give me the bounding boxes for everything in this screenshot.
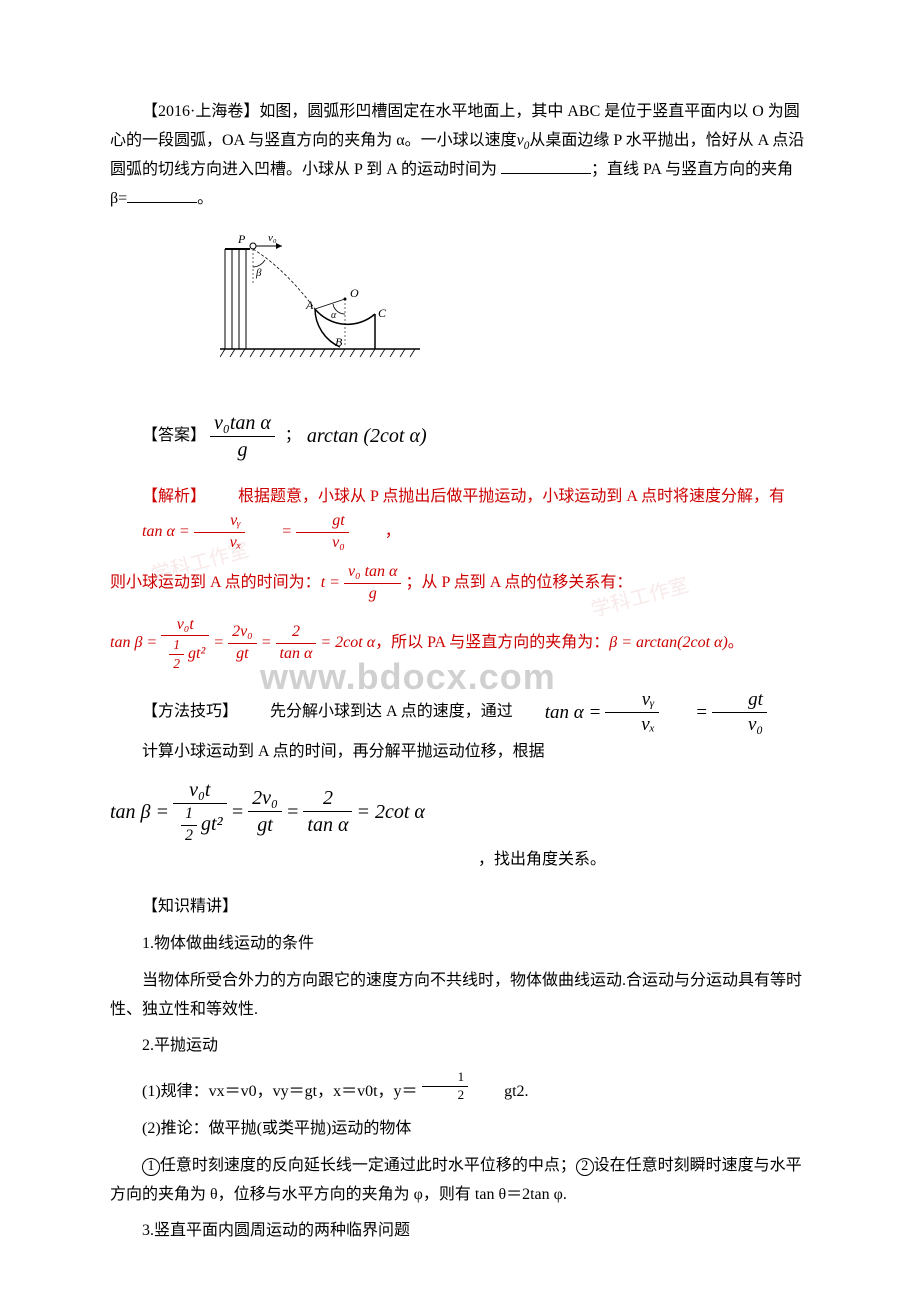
blank-2 (127, 186, 197, 203)
svg-text:v₀: v₀ (268, 232, 277, 244)
k-s2-title: 2.平抛运动 (110, 1032, 810, 1061)
svg-text:C: C (378, 306, 387, 320)
source-tag: 【2016·上海卷】 (142, 103, 259, 120)
k-s2-3: 1任意时刻速度的反向延长线一定通过此时水平位移的中点；2设在任意时刻瞬时速度与水… (110, 1152, 810, 1210)
circled-1: 1 (142, 1158, 160, 1176)
answer-sep: ； (285, 422, 301, 451)
svg-text:P: P (237, 232, 246, 246)
answer-fraction-1: v₀tan α g (210, 410, 275, 463)
k-s1-title: 1.物体做曲线运动的条件 (110, 930, 810, 959)
k-s2-1: (1)规律：vx＝v0，vy＝gt，x＝v0t，y＝ 12 gt2. (110, 1069, 810, 1107)
k-s1-text: 当物体所受合外力的方向跟它的速度方向不共线时，物体做曲线运动.合运动与分运动具有… (110, 967, 810, 1025)
circled-2: 2 (576, 1158, 594, 1176)
svg-text:A: A (305, 298, 314, 312)
method-block: 【方法技巧】先分解小球到达 A 点的速度，通过 tan α = vᵧvₓ = g… (110, 688, 810, 876)
answer-block: 【答案】 v₀tan α g ； arctan (2cot α) (110, 410, 810, 463)
k-s2-2: (2)推论：做平抛(或类平抛)运动的物体 (110, 1115, 810, 1144)
answer-label: 【答案】 (142, 422, 206, 451)
svg-text:O: O (350, 286, 359, 300)
analysis-block: 【解析】根据题意，小球从 P 点抛出后做平抛运动，小球运动到 A 点时将速度分解… (110, 483, 810, 673)
knowledge-label: 【知识精讲】 (110, 893, 810, 922)
analysis-label: 【解析】 (110, 483, 206, 512)
svg-text:B: B (335, 335, 343, 349)
physics-diagram: P v₀ β O α A C B (220, 229, 810, 390)
k-s3-title: 3.竖直平面内圆周运动的两种临界问题 (110, 1217, 810, 1246)
method-label: 【方法技巧】 (110, 698, 238, 727)
svg-text:β: β (255, 267, 262, 279)
blank-1 (501, 157, 591, 174)
v0-symbol: v0 (517, 132, 530, 149)
svg-text:α: α (331, 310, 337, 321)
problem-text: 【2016·上海卷】如图，圆弧形凹槽固定在水平地面上，其中 ABC 是位于竖直平… (110, 98, 810, 214)
answer-part2: arctan (2cot α) (307, 418, 427, 454)
